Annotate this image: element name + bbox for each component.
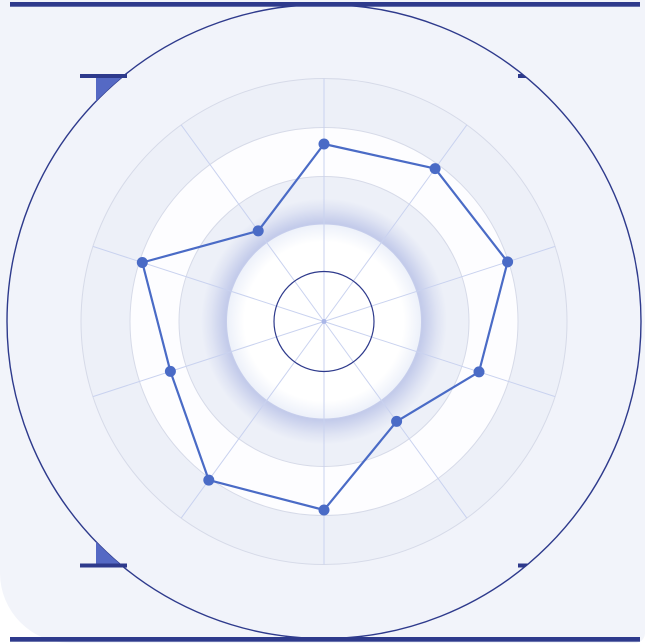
axis-spoke [92,321,325,398]
data-point[interactable] [391,415,403,427]
axis-spoke [323,124,468,322]
data-point[interactable] [318,504,330,516]
axis-spoke [323,245,556,322]
corner-accent-bottom-left [96,536,123,564]
axis-spoke [180,124,325,322]
axis-spoke [92,245,325,322]
tick-bar-top-right [518,74,560,78]
data-point[interactable] [203,474,215,486]
axis-spoke [323,321,556,398]
data-points [136,138,514,516]
center-dot [321,319,327,324]
tick-bar-bottom-right [518,563,560,568]
data-point[interactable] [136,257,148,268]
top-edge-bar [10,2,640,7]
axis-spoke [180,321,325,519]
tick-bar-top-left [80,74,127,78]
inner-circle [273,270,375,373]
data-point[interactable] [473,366,485,378]
data-point[interactable] [252,225,264,237]
tick-bar-bottom-left [80,563,127,568]
data-point[interactable] [429,163,441,175]
data-point[interactable] [502,256,514,268]
corner-accent-top-left [96,78,123,105]
data-point[interactable] [318,138,330,150]
data-point[interactable] [164,365,176,377]
bottom-edge-bar [10,637,640,642]
